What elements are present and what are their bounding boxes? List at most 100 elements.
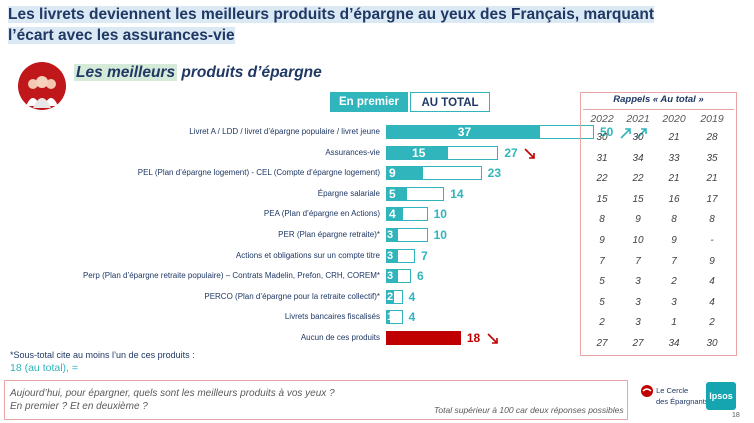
footnote: *Sous-total cite au moins l’un de ces pr…	[10, 350, 195, 360]
category-label: Assurances-vie	[325, 147, 380, 157]
question-text-2: En premier ? Et en deuxième ?	[10, 401, 148, 412]
total-value-label: 50	[600, 125, 614, 139]
tab-au-total[interactable]: AU TOTAL	[410, 92, 490, 112]
cercle-epargnants-logo: Le Cercle des Épargnants	[640, 384, 709, 406]
bar-first: 2	[386, 289, 395, 304]
divider	[583, 109, 734, 110]
total-value-label: 4	[408, 310, 416, 325]
rappels-cell: 8	[709, 214, 715, 226]
bar-first: 37	[386, 125, 540, 139]
rappels-cell: 28	[706, 132, 718, 143]
people-icon	[18, 62, 66, 110]
rappels-cell: -	[710, 235, 714, 246]
bar-first: 4	[386, 207, 403, 222]
question-note: Total supérieur à 100 car deux réponses …	[434, 405, 624, 415]
rappels-cell: 15	[596, 193, 608, 205]
rappels-cell: 3	[635, 317, 641, 329]
tab-en-premier[interactable]: En premier	[330, 92, 408, 112]
total-value-label: 23	[487, 166, 502, 181]
total-value-label: 27	[504, 145, 518, 160]
category-label: Livret A / LDD / livret d’épargne popula…	[189, 127, 380, 136]
rappels-cell: 9	[709, 255, 715, 267]
bar-first: 3	[386, 248, 399, 263]
category-label: Aucun de ces produits	[300, 333, 380, 342]
total-value-label: 18	[466, 331, 481, 345]
rappels-cell: 8	[671, 214, 677, 226]
bar-none	[386, 331, 461, 345]
rappels-year: 2019	[700, 113, 724, 125]
bar-first: 3	[386, 269, 399, 284]
total-value-label: 6	[416, 269, 424, 284]
rappels-title: Rappels « Au total »	[613, 94, 704, 105]
rappels-cell: 3	[671, 296, 677, 308]
rappels-cell: 34	[668, 338, 680, 349]
rappels-cell: 7	[671, 255, 677, 267]
bar-first: 15	[386, 145, 449, 160]
rappels-cell: 10	[632, 235, 644, 246]
rappels-cell: 2	[671, 276, 677, 288]
rappels-cell: 21	[706, 173, 718, 185]
category-label: Actions et obligations sur un compte tit…	[235, 250, 380, 260]
rappels-cell: 30	[632, 132, 644, 143]
rappels-cell: 17	[706, 193, 718, 205]
rappels-cell: 33	[668, 152, 680, 164]
footnote-value: 18 (au total), =	[10, 362, 78, 374]
rappels-cell: 7	[635, 255, 641, 267]
chart-subtitle: Les meilleurs produits d’épargne	[74, 64, 322, 81]
rappels-cell: 30	[706, 338, 718, 349]
rappels-year: 2021	[626, 113, 650, 125]
rappels-cell: 31	[596, 152, 608, 164]
category-label: Livrets bancaires fiscalisés	[284, 312, 380, 322]
page-number: 18	[732, 412, 740, 419]
category-label: PEL (Plan d’épargne logement) - CEL (Com…	[137, 168, 380, 178]
rappels-cell: 4	[709, 276, 715, 288]
category-label: Perp (Plan d’épargne retraite populaire)…	[82, 271, 380, 281]
rappels-cell: 4	[709, 296, 715, 308]
rappels-cell: 21	[668, 173, 680, 185]
rappels-cell: 34	[632, 152, 644, 164]
bar-first: 5	[386, 186, 407, 201]
rappels-cell: 2	[709, 317, 715, 329]
rappels-cell: 27	[596, 338, 608, 349]
rappels-cell: 22	[632, 173, 644, 185]
rappels-cell: 3	[635, 296, 641, 308]
category-label: PEA (Plan d’épargne en Actions)	[263, 209, 380, 219]
rappels-cell: 1	[671, 317, 677, 329]
rappels-cell: 30	[596, 132, 608, 143]
bar-first: 3	[386, 228, 399, 242]
rappels-cell: 27	[632, 338, 644, 349]
arrow-down-icon	[487, 332, 499, 344]
rappels-year: 2020	[662, 113, 686, 125]
rappels-cell: 21	[668, 132, 680, 143]
rappels-cell: 35	[706, 152, 718, 164]
page-title: Les livrets deviennent les meilleurs pro…	[8, 6, 655, 44]
rappels-cell: 9	[599, 235, 605, 246]
total-value-label: 10	[433, 228, 447, 242]
rappels-cell: 2	[599, 317, 605, 329]
category-label: PERCO (Plan d’épargne pour la retraite c…	[204, 291, 380, 301]
rappels-cell: 9	[671, 235, 677, 246]
category-label: PER (Plan épargne retraite)*	[278, 230, 380, 239]
total-value-label: 14	[450, 186, 464, 201]
total-value-label: 4	[408, 289, 416, 304]
question-text: Aujourd’hui, pour épargner, quels sont l…	[10, 388, 335, 399]
rappels-cell: 7	[599, 255, 605, 267]
total-value-label: 10	[433, 207, 447, 222]
ipsos-logo: Ipsos	[706, 382, 736, 410]
question-box	[4, 380, 628, 420]
arrow-down-icon	[524, 147, 536, 159]
rappels-panel	[580, 92, 737, 356]
rappels-cell: 15	[632, 193, 644, 205]
rappels-cell: 22	[596, 173, 608, 185]
rappels-cell: 5	[599, 296, 605, 308]
bar-first: 1	[386, 310, 394, 325]
rappels-cell: 8	[599, 214, 605, 226]
arrow-up-icon	[620, 126, 632, 139]
rappels-cell: 16	[668, 193, 680, 205]
arrow-up-icon	[636, 126, 648, 139]
category-label: Épargne salariale	[317, 188, 380, 198]
total-value-label: 7	[421, 248, 428, 263]
rappels-cell: 3	[635, 276, 641, 288]
rappels-year: 2022	[590, 113, 614, 125]
rappels-cell: 5	[599, 276, 605, 288]
